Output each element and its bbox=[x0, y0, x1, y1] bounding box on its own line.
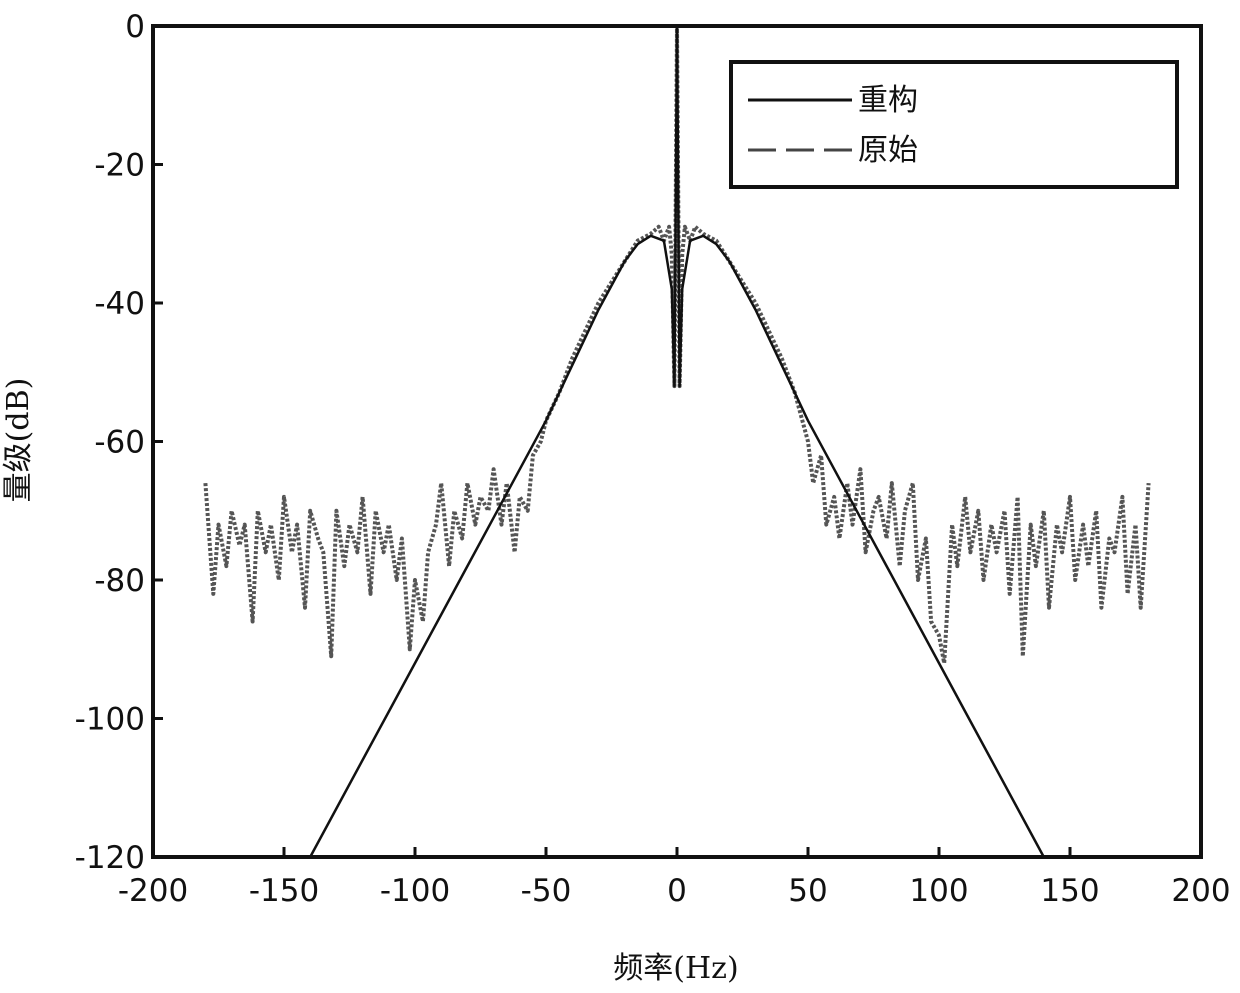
y-tick-label: 0 bbox=[125, 9, 145, 45]
y-tick-label: -100 bbox=[75, 702, 145, 738]
x-tick-label: -100 bbox=[380, 873, 450, 909]
y-axis-label: 量级(dB) bbox=[1, 378, 36, 503]
x-tick-label: -200 bbox=[118, 873, 188, 909]
x-tick-label: -150 bbox=[249, 873, 319, 909]
x-tick-label: 150 bbox=[1040, 873, 1099, 909]
legend: 重构 原始 bbox=[729, 60, 1179, 189]
y-tick-label: -80 bbox=[94, 563, 145, 599]
y-tick-label: -40 bbox=[94, 286, 145, 322]
y-tick-label: -60 bbox=[94, 425, 145, 461]
y-tick-label: -20 bbox=[94, 148, 145, 184]
legend-label-original: 原始 bbox=[858, 133, 918, 168]
x-axis-label: 频率(Hz) bbox=[613, 951, 738, 986]
legend-box bbox=[729, 60, 1179, 189]
x-tick-label: 50 bbox=[788, 873, 827, 909]
x-tick-label: 0 bbox=[667, 873, 687, 909]
ticks-layer: -200 -150 -100 -50 0 50 100 150 200 0 -20 -40 -60 -80… bbox=[75, 9, 1231, 909]
x-tick-label: -50 bbox=[521, 873, 572, 909]
x-tick-label: 200 bbox=[1171, 873, 1230, 909]
y-tick-label: -120 bbox=[75, 840, 145, 876]
x-tick-label: 100 bbox=[909, 873, 968, 909]
legend-label-reconstructed: 重构 bbox=[858, 83, 918, 118]
